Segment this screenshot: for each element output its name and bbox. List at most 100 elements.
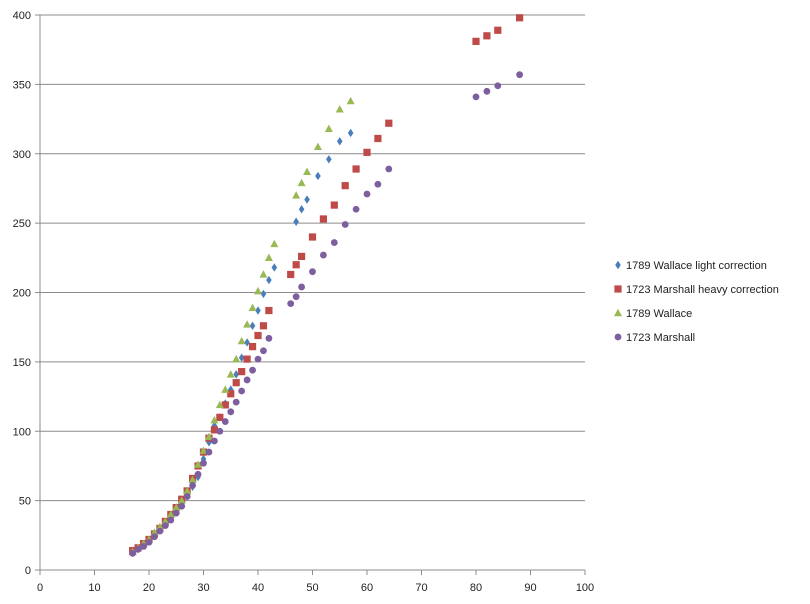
- data-point: [216, 427, 224, 435]
- data-point: [313, 142, 322, 151]
- data-point: [238, 387, 246, 395]
- data-point: [335, 105, 344, 113]
- data-point: [483, 32, 491, 40]
- data-point: [287, 270, 295, 279]
- data-point: [483, 87, 491, 95]
- x-tick-label: 70: [415, 582, 427, 594]
- data-point: [341, 182, 349, 190]
- data-point: [243, 355, 251, 363]
- data-point: [211, 437, 218, 445]
- data-point: [352, 165, 360, 173]
- data-point: [172, 509, 180, 517]
- x-tick-label: 100: [576, 582, 594, 594]
- data-point: [161, 517, 170, 525]
- data-point: [297, 178, 306, 187]
- legend-label: 1723 Marshall heavy correction: [626, 284, 779, 296]
- legend-label: 1789 Wallace light correction: [626, 260, 767, 272]
- data-point: [145, 538, 153, 546]
- y-tick-label: 400: [13, 10, 31, 22]
- y-tick-label: 350: [13, 79, 31, 91]
- data-point: [178, 502, 186, 510]
- data-point: [298, 205, 305, 214]
- x-tick-label: 10: [88, 582, 100, 594]
- data-point: [303, 167, 312, 175]
- data-point: [243, 376, 251, 384]
- data-point: [254, 355, 262, 363]
- data-point: [309, 268, 316, 276]
- data-point: [346, 96, 355, 105]
- data-point: [238, 367, 246, 376]
- data-point: [221, 418, 229, 425]
- data-point: [472, 93, 480, 101]
- data-point: [308, 233, 317, 241]
- data-point: [210, 415, 219, 424]
- y-tick-label: 300: [13, 149, 31, 161]
- data-point: [254, 331, 262, 340]
- x-tick-label: 80: [470, 582, 482, 594]
- data-point: [385, 119, 393, 127]
- data-point: [385, 165, 393, 173]
- legend-label: 1723 Marshall: [626, 332, 695, 344]
- data-point: [336, 137, 343, 146]
- data-point: [238, 353, 245, 362]
- legend-item: 1723 Marshall heavy correction: [614, 284, 779, 296]
- data-point: [341, 221, 349, 228]
- y-axis-tick-labels: 0 50 100 150 200 250 300 350 400: [13, 10, 31, 577]
- data-point: [494, 82, 502, 90]
- y-tick-label: 150: [13, 357, 31, 369]
- data-point: [254, 286, 262, 295]
- data-point: [155, 522, 164, 531]
- data-point: [260, 347, 267, 355]
- legend-label: 1789 Wallace: [626, 308, 692, 320]
- legend-item: 1723 Marshall: [614, 332, 695, 344]
- x-tick-label: 30: [197, 582, 209, 594]
- data-point: [177, 496, 186, 504]
- data-point: [259, 270, 268, 278]
- data-point: [150, 528, 159, 536]
- x-tick-label: 60: [361, 582, 373, 594]
- data-point: [134, 545, 142, 553]
- data-point: [363, 190, 371, 198]
- data-point: [233, 370, 239, 379]
- data-point: [363, 148, 371, 156]
- data-point: [243, 320, 252, 328]
- data-point: [156, 527, 164, 535]
- data-point: [167, 516, 175, 524]
- data-point: [324, 124, 333, 132]
- legend-item: 1789 Wallace light correction: [615, 260, 767, 272]
- data-point: [216, 413, 224, 421]
- y-tick-label: 0: [25, 565, 31, 577]
- data-point: [199, 446, 208, 454]
- data-point: [516, 71, 523, 79]
- data-point: [266, 275, 272, 285]
- data-point: [255, 306, 261, 315]
- data-point: [232, 354, 241, 363]
- x-tick-label: 0: [37, 582, 43, 594]
- data-point: [330, 201, 338, 209]
- data-point: [172, 503, 181, 511]
- data-point: [129, 549, 137, 557]
- data-point: [232, 398, 240, 406]
- data-point: [244, 338, 250, 347]
- data-point: [249, 366, 256, 374]
- legend: 1789 Wallace light correction 1723 Marsha…: [614, 260, 779, 344]
- legend-marker-triangle: [614, 308, 622, 317]
- data-point: [183, 493, 191, 500]
- data-point: [221, 385, 230, 393]
- data-point: [189, 481, 197, 489]
- data-point: [315, 171, 321, 181]
- data-point: [204, 432, 213, 440]
- data-point: [472, 37, 480, 45]
- legend-marker-circle: [614, 333, 622, 341]
- data-point: [271, 263, 278, 272]
- series-circle-points: [129, 71, 523, 557]
- data-point: [161, 522, 169, 529]
- data-point: [183, 486, 192, 495]
- data-points: [128, 14, 524, 557]
- data-point: [260, 289, 267, 299]
- data-point: [259, 322, 268, 330]
- data-point: [292, 191, 301, 199]
- data-point: [516, 14, 524, 22]
- data-point: [227, 408, 235, 416]
- data-point: [188, 475, 197, 484]
